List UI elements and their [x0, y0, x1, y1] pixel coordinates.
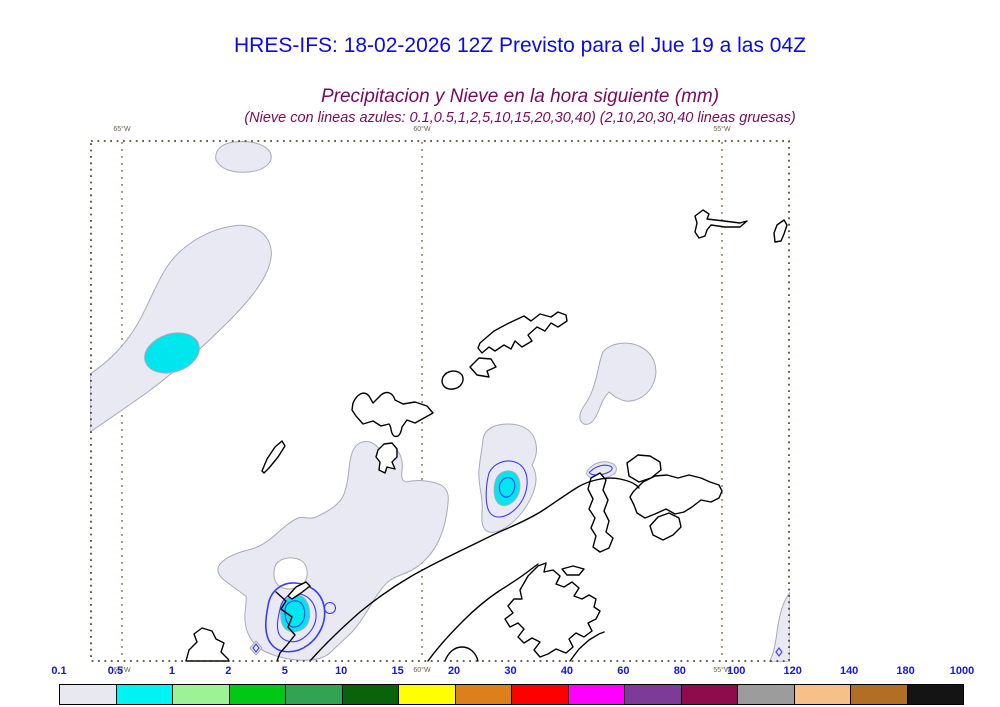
- coast-mainland-north: [309, 477, 640, 662]
- snow-contour-circle-small: [323, 601, 337, 615]
- colorbar-label-120: 120: [783, 665, 802, 677]
- cyan-core-northwest: [144, 332, 200, 374]
- colorbar-label-80: 80: [673, 665, 686, 677]
- coast-pennant: [287, 581, 311, 600]
- island-tall-west: [587, 472, 614, 553]
- precip-sliver-right-border: [768, 591, 790, 662]
- island-round: [441, 370, 464, 390]
- colorbar-label-1000: 1000: [949, 665, 975, 677]
- geo-label-65°W: 65°W: [113, 126, 131, 133]
- colorbar-label-10: 10: [335, 665, 348, 677]
- colorbar-segment-40: [568, 685, 625, 704]
- geo-label-60°W: 60°W: [413, 667, 431, 674]
- colorbar: [59, 684, 964, 705]
- map-subtitle: Precipitacion y Nieve en la hora siguien…: [320, 86, 720, 107]
- precipitation-areas: [90, 141, 790, 662]
- page-title: HRES-IFS: 18-02-2026 12Z Previsto para e…: [234, 34, 806, 57]
- island-livingston: [351, 391, 434, 438]
- colorbar-segment-100: [738, 685, 795, 704]
- colorbar-segment-180: [907, 685, 963, 704]
- island-jagged-south: [504, 562, 601, 658]
- colorbar-label-0.5: 0.5: [107, 665, 124, 677]
- island-border-small: [773, 219, 788, 243]
- precip-blob-footprint: [579, 342, 657, 425]
- colorbar-segment-5: [286, 685, 343, 704]
- precip-diamond-small: [249, 640, 263, 656]
- colorbar-label-1: 1: [168, 665, 175, 677]
- island-quad: [469, 357, 497, 378]
- snow-contour-border-diamond: [775, 647, 783, 657]
- colorbar-label-2: 2: [225, 665, 232, 677]
- island-deception: [375, 442, 398, 474]
- colorbar-label-180: 180: [896, 665, 915, 677]
- coast-bottom-right: [569, 631, 605, 662]
- snow-contour-east-outer: [485, 460, 528, 518]
- island-small-south: [649, 512, 682, 541]
- snow-contour-lens: [588, 464, 613, 476]
- colorbar-segment-2: [229, 685, 286, 704]
- colorbar-segment-80: [681, 685, 738, 704]
- coastlines: [185, 209, 788, 662]
- colorbar-label-40: 40: [560, 665, 574, 677]
- geo-label-65°W: 65°W: [113, 667, 131, 674]
- coast-through-snow-core: [275, 591, 296, 662]
- geo-label-55°W: 55°W: [713, 667, 731, 674]
- colorbar-label-140: 140: [839, 665, 859, 677]
- colorbar-segment-10: [342, 685, 399, 704]
- island-arrow-northeast: [694, 209, 748, 239]
- colorbar-label-60: 60: [617, 665, 630, 677]
- geo-label-55°W: 55°W: [713, 126, 731, 133]
- island-pentagon: [626, 454, 662, 483]
- colorbar-segment-60: [625, 685, 682, 704]
- island-piece-small: [561, 565, 585, 576]
- colorbar-segment-0.5: [116, 685, 173, 704]
- colorbar-segment-30: [512, 685, 569, 704]
- precip-region-central: [217, 441, 449, 661]
- colorbar-labels: 0.1 0.5 1 2 5 10 15 20 30 40 60 80 100 120 140 180 1000: [51, 665, 974, 679]
- colorbar-label-30: 30: [504, 665, 517, 677]
- colorbar-label-0.1: 0.1: [51, 665, 67, 677]
- snow-contours: [252, 460, 783, 657]
- forecast-map: [90, 140, 790, 662]
- snow-contour-diamond: [252, 643, 260, 653]
- snow-contour-south-inner: [284, 600, 306, 628]
- island-king-george: [477, 311, 568, 354]
- cyan-core-east: [493, 470, 521, 506]
- colorbar-segment-140: [851, 685, 908, 704]
- snow-contour-east-inner: [498, 477, 516, 498]
- colorbar-label-100: 100: [727, 665, 746, 677]
- colorbar-label-20: 20: [447, 665, 461, 677]
- island-sliver: [261, 440, 286, 474]
- precip-band-northwest: [90, 224, 272, 433]
- precip-blob-top: [215, 141, 272, 173]
- island-joinville: [629, 474, 723, 519]
- colorbar-segment-15: [399, 685, 456, 704]
- colorbar-segment-20: [455, 685, 512, 704]
- colorbar-segment-120: [794, 685, 851, 704]
- map-subtitle-note: (Nieve con lineas azules: 0.1,0.5,1,2,5,…: [244, 110, 796, 126]
- coast-bottom-left-blob: [185, 627, 230, 662]
- map-border: [90, 140, 790, 662]
- snow-contour-south-outer: [265, 582, 326, 653]
- geo-label-60°W: 60°W: [413, 126, 431, 133]
- colorbar-segment-1: [173, 685, 230, 704]
- colorbar-segment-0.1: [60, 685, 117, 704]
- coast-bottom-arc: [444, 646, 479, 662]
- colorbar-label-15: 15: [391, 665, 404, 677]
- coast-channel: [427, 563, 539, 662]
- colorbar-label-5: 5: [281, 665, 288, 677]
